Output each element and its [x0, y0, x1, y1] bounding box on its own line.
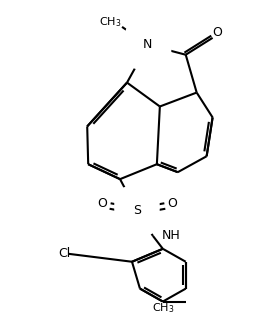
- Text: NH: NH: [162, 230, 181, 243]
- Text: N: N: [143, 38, 153, 51]
- Text: O: O: [97, 197, 107, 210]
- Text: O: O: [213, 26, 223, 39]
- Text: CH$_3$: CH$_3$: [152, 301, 174, 315]
- Text: S: S: [133, 204, 141, 217]
- Text: O: O: [167, 197, 177, 210]
- Text: CH$_3$: CH$_3$: [99, 15, 121, 29]
- Text: Cl: Cl: [58, 247, 70, 260]
